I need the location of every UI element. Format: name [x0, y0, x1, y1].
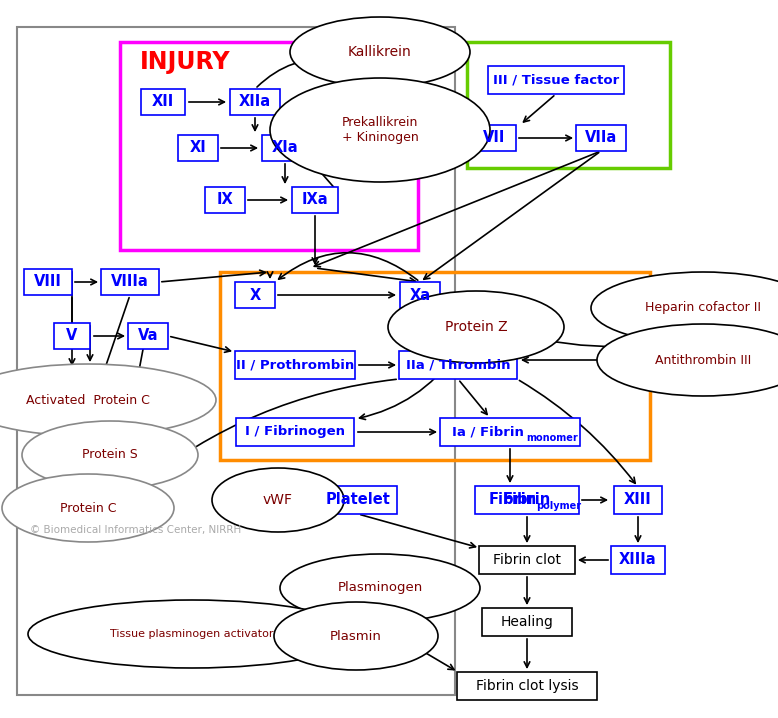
Bar [488, 66, 624, 94]
Ellipse shape [22, 421, 198, 489]
Text: II / Prothrombin: II / Prothrombin [236, 358, 354, 371]
Text: Fibrin clot: Fibrin clot [493, 553, 561, 567]
Text: Fibrin: Fibrin [489, 493, 537, 508]
Ellipse shape [280, 554, 480, 622]
Bar [205, 187, 245, 213]
Text: Plasminogen: Plasminogen [338, 582, 422, 595]
Text: © Biomedical Informatics Center, NIRRH: © Biomedical Informatics Center, NIRRH [30, 525, 241, 535]
Text: polymer: polymer [537, 501, 582, 511]
Text: Activated  Protein C: Activated Protein C [26, 393, 150, 406]
Ellipse shape [388, 291, 564, 363]
Text: vWF: vWF [263, 493, 293, 507]
Text: Protein S: Protein S [82, 449, 138, 462]
Ellipse shape [290, 17, 470, 87]
Bar [614, 486, 662, 514]
Text: Tissue plasminogen activator: Tissue plasminogen activator [110, 629, 274, 639]
Text: Prekallikrein
+ Kininogen: Prekallikrein + Kininogen [342, 116, 419, 144]
Bar [230, 89, 280, 115]
Ellipse shape [0, 364, 216, 436]
Text: XII: XII [152, 95, 174, 110]
Bar [482, 608, 572, 636]
Bar [440, 418, 580, 446]
Text: Protein C: Protein C [60, 501, 116, 515]
Text: X: X [250, 287, 261, 302]
Bar [262, 135, 308, 161]
Ellipse shape [212, 468, 344, 532]
Text: XIII: XIII [624, 493, 652, 508]
Text: Fibrin: Fibrin [503, 493, 551, 508]
Bar [576, 125, 626, 151]
Text: Plasmin: Plasmin [330, 630, 382, 643]
Ellipse shape [270, 78, 490, 182]
Bar [236, 418, 354, 446]
Text: XIIa: XIIa [239, 95, 271, 110]
Text: VIII: VIII [34, 274, 62, 289]
Text: Protein Z: Protein Z [445, 320, 507, 334]
Text: IIa / Thrombin: IIa / Thrombin [406, 358, 510, 371]
Bar [220, 272, 650, 460]
Text: III / Tissue factor: III / Tissue factor [493, 73, 619, 86]
Bar [101, 269, 159, 295]
Bar [141, 89, 185, 115]
Ellipse shape [274, 602, 438, 670]
Ellipse shape [28, 600, 356, 668]
Bar [457, 672, 597, 700]
Text: Kallikrein: Kallikrein [348, 45, 412, 59]
Bar [178, 135, 218, 161]
Text: VIIIa: VIIIa [111, 274, 149, 289]
Text: VIIa: VIIa [585, 131, 617, 146]
Text: Heparin cofactor II: Heparin cofactor II [645, 302, 761, 314]
Text: XI: XI [190, 141, 206, 156]
Ellipse shape [597, 324, 778, 396]
Text: monomer: monomer [526, 433, 578, 443]
Bar [400, 282, 440, 308]
Ellipse shape [2, 474, 174, 542]
Text: VII: VII [483, 131, 505, 146]
Bar [120, 42, 418, 250]
Bar [475, 486, 579, 514]
Bar [17, 27, 455, 695]
Text: IX: IX [216, 192, 233, 208]
Text: Ia / Fibrin: Ia / Fibrin [452, 426, 524, 439]
Bar [128, 323, 168, 349]
Bar [292, 187, 338, 213]
Bar [479, 546, 575, 574]
Text: XIa: XIa [272, 141, 298, 156]
Text: V: V [66, 329, 78, 343]
Bar [54, 323, 90, 349]
Bar [24, 269, 72, 295]
Text: Fibrin clot lysis: Fibrin clot lysis [475, 679, 578, 693]
Text: Platelet: Platelet [325, 493, 391, 508]
Bar [399, 351, 517, 379]
Bar [319, 486, 397, 514]
Text: Healing: Healing [500, 615, 553, 629]
Bar [235, 351, 355, 379]
Ellipse shape [591, 272, 778, 344]
Bar [472, 125, 516, 151]
Text: XIIIa: XIIIa [619, 552, 657, 567]
Text: INJURY: INJURY [140, 50, 230, 74]
Text: Va: Va [138, 329, 158, 343]
Bar [467, 42, 670, 168]
Bar [611, 546, 665, 574]
Bar [235, 282, 275, 308]
Text: Xa: Xa [409, 287, 430, 302]
Text: IXa: IXa [302, 192, 328, 208]
Text: I / Fibrinogen: I / Fibrinogen [245, 426, 345, 439]
Text: Antithrombin III: Antithrombin III [655, 353, 751, 366]
